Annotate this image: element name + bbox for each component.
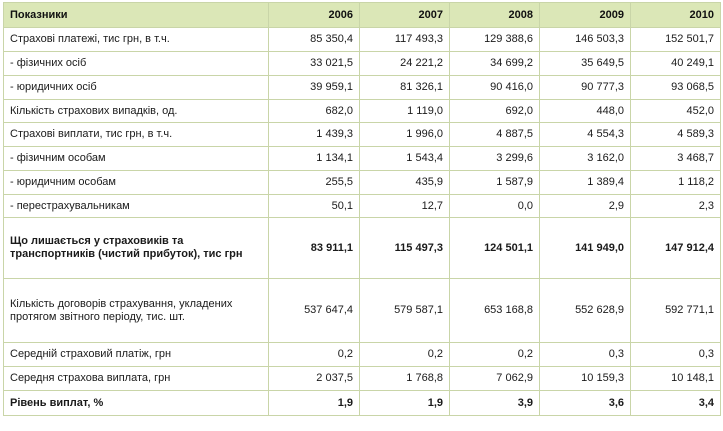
cell-value: 448,0 xyxy=(539,99,631,123)
cell-value: 552 628,9 xyxy=(539,278,631,343)
table-row: - юридичних осіб 39 959,1 81 326,1 90 41… xyxy=(3,75,721,100)
cell-value: 255,5 xyxy=(268,170,360,195)
cell-value: 90 777,3 xyxy=(539,75,631,100)
cell-value: 3 162,0 xyxy=(539,146,631,171)
cell-value: 4 887,5 xyxy=(449,122,540,147)
cell-value: 115 497,3 xyxy=(359,217,450,279)
cell-value: 0,3 xyxy=(539,342,631,367)
cell-value: 10 148,1 xyxy=(630,366,721,391)
header-indicator: Показники xyxy=(3,2,269,28)
cell-value: 90 416,0 xyxy=(449,75,540,100)
cell-value: 1,9 xyxy=(359,390,450,416)
row-label: - перестрахувальникам xyxy=(3,194,269,218)
row-label: - юридичних осіб xyxy=(3,75,269,100)
cell-value: 35 649,5 xyxy=(539,51,631,76)
header-year-2010: 2010 xyxy=(630,2,721,28)
cell-value: 129 388,6 xyxy=(449,27,540,52)
cell-value: 50,1 xyxy=(268,194,360,218)
cell-value: 1 119,0 xyxy=(359,99,450,123)
cell-value: 83 911,1 xyxy=(268,217,360,279)
cell-value: 1 768,8 xyxy=(359,366,450,391)
cell-value: 12,7 xyxy=(359,194,450,218)
row-label: Рівень виплат, % xyxy=(3,390,269,416)
row-label: Середній страховий платіж, грн xyxy=(3,342,269,367)
table-row: Страхові виплати, тис грн, в т.ч. 1 439,… xyxy=(3,122,721,147)
cell-value: 146 503,3 xyxy=(539,27,631,52)
table-row: - юридичним особам 255,5 435,9 1 587,9 1… xyxy=(3,170,721,195)
cell-value: 592 771,1 xyxy=(630,278,721,343)
cell-value: 124 501,1 xyxy=(449,217,540,279)
row-label: - фізичним особам xyxy=(3,146,269,171)
header-year-2007: 2007 xyxy=(359,2,450,28)
cell-value: 3,6 xyxy=(539,390,631,416)
cell-value: 0,2 xyxy=(268,342,360,367)
cell-value: 435,9 xyxy=(359,170,450,195)
table-row: Страхові платежі, тис грн, в т.ч. 85 350… xyxy=(3,27,721,52)
cell-value: 0,0 xyxy=(449,194,540,218)
table-row: - фізичних осіб 33 021,5 24 221,2 34 699… xyxy=(3,51,721,76)
cell-value: 141 949,0 xyxy=(539,217,631,279)
row-label: Що лишається у страховиків та транспортн… xyxy=(3,217,269,279)
cell-value: 537 647,4 xyxy=(268,278,360,343)
cell-value: 24 221,2 xyxy=(359,51,450,76)
cell-value: 3,9 xyxy=(449,390,540,416)
row-label: Страхові виплати, тис грн, в т.ч. xyxy=(3,122,269,147)
cell-value: 4 589,3 xyxy=(630,122,721,147)
cell-value: 1 134,1 xyxy=(268,146,360,171)
cell-value: 1 543,4 xyxy=(359,146,450,171)
header-year-2009: 2009 xyxy=(539,2,631,28)
cell-value: 1 118,2 xyxy=(630,170,721,195)
cell-value: 1 587,9 xyxy=(449,170,540,195)
table-row: Що лишається у страховиків та транспортн… xyxy=(3,217,721,279)
table-row: Кількість страхових випадків, од. 682,0 … xyxy=(3,99,721,123)
cell-value: 147 912,4 xyxy=(630,217,721,279)
row-label: Кількість страхових випадків, од. xyxy=(3,99,269,123)
table-row: - фізичним особам 1 134,1 1 543,4 3 299,… xyxy=(3,146,721,171)
cell-value: 33 021,5 xyxy=(268,51,360,76)
cell-value: 93 068,5 xyxy=(630,75,721,100)
cell-value: 152 501,7 xyxy=(630,27,721,52)
cell-value: 452,0 xyxy=(630,99,721,123)
table-row: Середня страхова виплата, грн 2 037,5 1 … xyxy=(3,366,721,391)
table-header-row: Показники 2006 2007 2008 2009 2010 xyxy=(3,2,721,28)
cell-value: 1 996,0 xyxy=(359,122,450,147)
row-label: - юридичним особам xyxy=(3,170,269,195)
cell-value: 2 037,5 xyxy=(268,366,360,391)
table-row: Середній страховий платіж, грн 0,2 0,2 0… xyxy=(3,342,721,367)
cell-value: 0,3 xyxy=(630,342,721,367)
cell-value: 0,2 xyxy=(359,342,450,367)
row-label: Кількість договорів страхування, укладен… xyxy=(3,278,269,343)
cell-value: 34 699,2 xyxy=(449,51,540,76)
cell-value: 40 249,1 xyxy=(630,51,721,76)
insurance-indicators-table: Показники 2006 2007 2008 2009 2010 Страх… xyxy=(3,2,721,416)
cell-value: 117 493,3 xyxy=(359,27,450,52)
cell-value: 4 554,3 xyxy=(539,122,631,147)
cell-value: 39 959,1 xyxy=(268,75,360,100)
cell-value: 579 587,1 xyxy=(359,278,450,343)
cell-value: 1,9 xyxy=(268,390,360,416)
cell-value: 7 062,9 xyxy=(449,366,540,391)
row-label: - фізичних осіб xyxy=(3,51,269,76)
cell-value: 2,3 xyxy=(630,194,721,218)
cell-value: 81 326,1 xyxy=(359,75,450,100)
cell-value: 1 389,4 xyxy=(539,170,631,195)
cell-value: 85 350,4 xyxy=(268,27,360,52)
cell-value: 3 299,6 xyxy=(449,146,540,171)
cell-value: 3,4 xyxy=(630,390,721,416)
table-row: Рівень виплат, % 1,9 1,9 3,9 3,6 3,4 xyxy=(3,390,721,416)
row-label: Середня страхова виплата, грн xyxy=(3,366,269,391)
cell-value: 692,0 xyxy=(449,99,540,123)
table-row: - перестрахувальникам 50,1 12,7 0,0 2,9 … xyxy=(3,194,721,218)
table-row: Кількість договорів страхування, укладен… xyxy=(3,278,721,343)
cell-value: 682,0 xyxy=(268,99,360,123)
header-year-2008: 2008 xyxy=(449,2,540,28)
cell-value: 10 159,3 xyxy=(539,366,631,391)
cell-value: 653 168,8 xyxy=(449,278,540,343)
cell-value: 1 439,3 xyxy=(268,122,360,147)
cell-value: 2,9 xyxy=(539,194,631,218)
row-label: Страхові платежі, тис грн, в т.ч. xyxy=(3,27,269,52)
cell-value: 3 468,7 xyxy=(630,146,721,171)
cell-value: 0,2 xyxy=(449,342,540,367)
header-year-2006: 2006 xyxy=(268,2,360,28)
